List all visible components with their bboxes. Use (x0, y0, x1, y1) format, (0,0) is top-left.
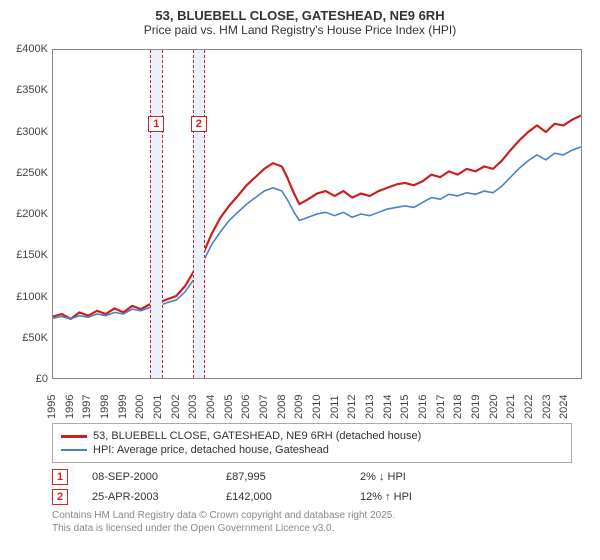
y-tick-label: £400K (8, 43, 48, 55)
legend-row: HPI: Average price, detached house, Gate… (61, 444, 563, 456)
legend-row: 53, BLUEBELL CLOSE, GATESHEAD, NE9 6RH (… (61, 430, 563, 442)
callout-box: 2 (191, 116, 207, 132)
title-line2: Price paid vs. HM Land Registry's House … (8, 23, 592, 37)
legend-label: 53, BLUEBELL CLOSE, GATESHEAD, NE9 6RH (… (93, 430, 421, 442)
chart-svg (53, 50, 581, 378)
note-date: 25-APR-2003 (92, 491, 212, 503)
note-row: 2 25-APR-2003 £142,000 12% ↑ HPI (52, 489, 572, 505)
shaded-band (150, 50, 162, 378)
sale-notes: 1 08-SEP-2000 £87,995 2% ↓ HPI 2 25-APR-2003 £… (52, 469, 572, 505)
note-delta: 2% ↓ HPI (360, 471, 500, 483)
attribution-line2: This data is licensed under the Open Gov… (52, 522, 592, 535)
y-tick-label: £250K (8, 167, 48, 179)
plot-area: 12 (52, 49, 582, 379)
y-tick-label: £100K (8, 291, 48, 303)
legend: 53, BLUEBELL CLOSE, GATESHEAD, NE9 6RH (… (52, 423, 572, 463)
legend-swatch (61, 435, 87, 438)
y-tick-label: £200K (8, 208, 48, 220)
series-line (53, 116, 581, 319)
legend-label: HPI: Average price, detached house, Gate… (93, 444, 329, 456)
y-tick-label: £0 (8, 373, 48, 385)
series-line (53, 147, 581, 319)
attribution-line1: Contains HM Land Registry data © Crown c… (52, 509, 592, 522)
note-box: 2 (52, 489, 68, 505)
callout-box: 1 (148, 116, 164, 132)
chart-area: 12 £0£50K£100K£150K£200K£250K£300K£350K£… (8, 39, 592, 419)
y-tick-label: £350K (8, 84, 48, 96)
note-row: 1 08-SEP-2000 £87,995 2% ↓ HPI (52, 469, 572, 485)
y-tick-label: £150K (8, 249, 48, 261)
x-tick-label: 2024 (558, 395, 594, 419)
shaded-band (193, 50, 205, 378)
chart-title: 53, BLUEBELL CLOSE, GATESHEAD, NE9 6RH P… (8, 8, 592, 37)
y-tick-label: £50K (8, 332, 48, 344)
note-delta: 12% ↑ HPI (360, 491, 500, 503)
attribution: Contains HM Land Registry data © Crown c… (52, 509, 592, 535)
note-date: 08-SEP-2000 (92, 471, 212, 483)
title-line1: 53, BLUEBELL CLOSE, GATESHEAD, NE9 6RH (8, 8, 592, 23)
note-price: £142,000 (226, 491, 346, 503)
y-tick-label: £300K (8, 126, 48, 138)
note-box: 1 (52, 469, 68, 485)
legend-swatch (61, 449, 87, 451)
note-price: £87,995 (226, 471, 346, 483)
